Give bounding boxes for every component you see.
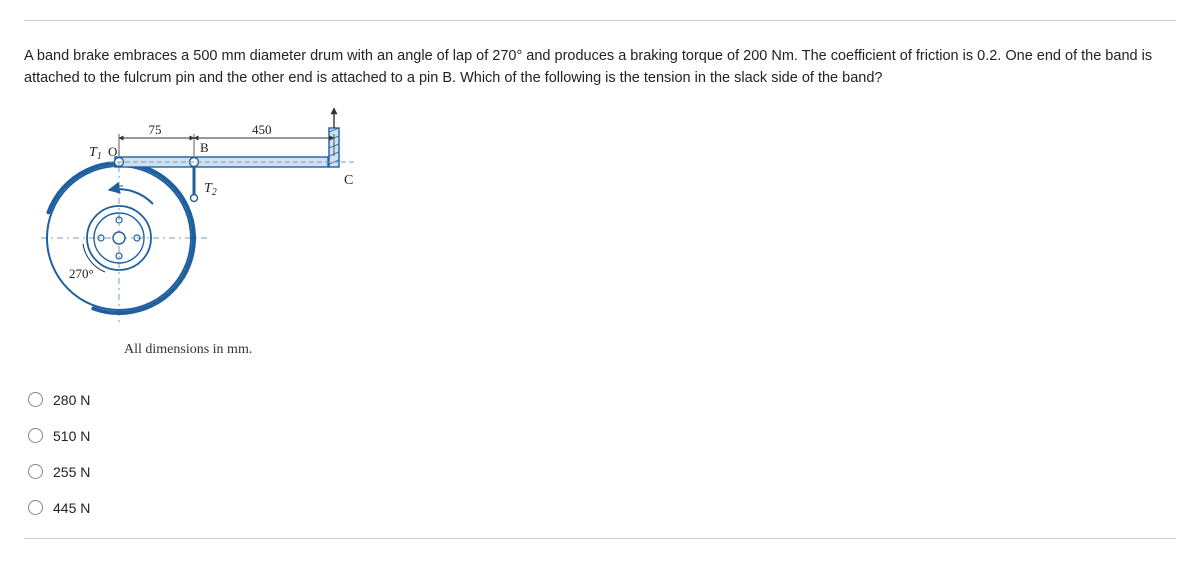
option-label[interactable]: 510 N [53, 428, 90, 444]
svg-text:75: 75 [149, 122, 162, 137]
option-radio[interactable] [28, 392, 43, 407]
option-row: 510 N [28, 418, 1176, 454]
diagram: 270° 75 450 T1 O B C T2 [24, 108, 364, 338]
option-label[interactable]: 445 N [53, 500, 90, 516]
band-brake-diagram: 270° 75 450 T1 O B C T2 [24, 108, 364, 338]
option-radio[interactable] [28, 500, 43, 515]
option-row: 445 N [28, 490, 1176, 526]
svg-text:270°: 270° [69, 266, 94, 281]
option-row: 255 N [28, 454, 1176, 490]
svg-text:B: B [200, 140, 209, 155]
option-radio[interactable] [28, 464, 43, 479]
option-radio[interactable] [28, 428, 43, 443]
question-text: A band brake embraces a 500 mm diameter … [24, 45, 1176, 90]
question-container: A band brake embraces a 500 mm diameter … [24, 20, 1176, 539]
option-label[interactable]: 280 N [53, 392, 90, 408]
option-label[interactable]: 255 N [53, 464, 90, 480]
svg-text:T1: T1 [89, 145, 102, 162]
options-group: 280 N 510 N 255 N 445 N [24, 382, 1176, 526]
svg-text:450: 450 [252, 122, 272, 137]
diagram-caption: All dimensions in mm. [124, 342, 1176, 358]
svg-text:O: O [108, 144, 117, 159]
option-row: 280 N [28, 382, 1176, 418]
svg-text:C: C [344, 173, 353, 188]
svg-text:T2: T2 [204, 181, 217, 198]
